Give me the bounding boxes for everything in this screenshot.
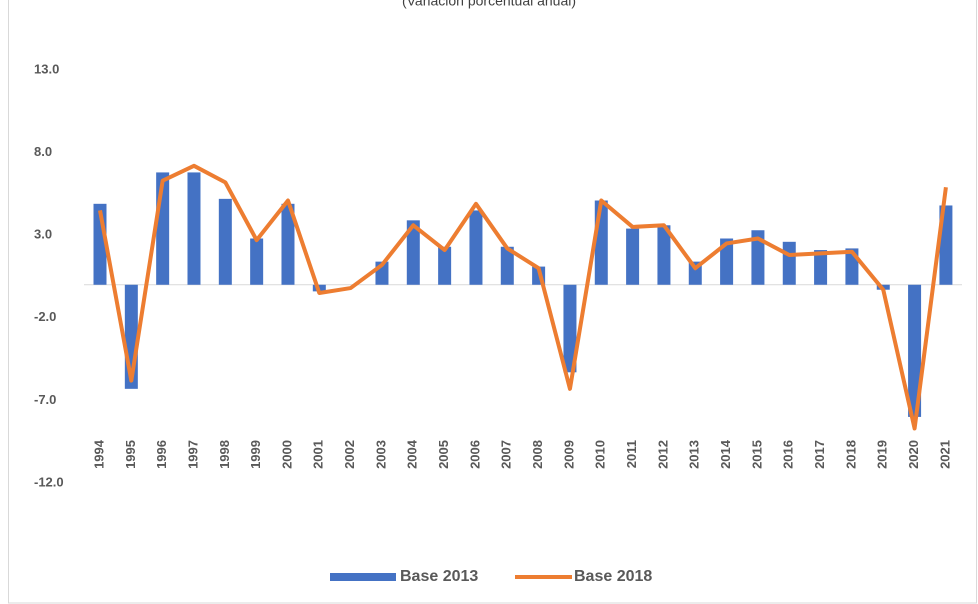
chart-frame [8, 0, 977, 604]
x-tick-label: 2014 [718, 439, 733, 469]
y-tick-label: -2.0 [34, 309, 56, 324]
x-tick-label: 2007 [499, 440, 514, 469]
bar [250, 238, 264, 285]
bar [469, 210, 483, 285]
y-tick-label: 3.0 [34, 227, 52, 242]
bar [626, 228, 640, 285]
x-tick-label: 2021 [937, 440, 952, 469]
x-tick-label: 2004 [405, 439, 420, 469]
x-tick-label: 2011 [624, 440, 639, 468]
x-tick-label: 1994 [91, 439, 106, 469]
x-tick-label: 2009 [561, 440, 576, 469]
x-tick-label: 1997 [185, 440, 200, 469]
x-tick-label: 2020 [906, 440, 921, 469]
x-tick-label: 1998 [217, 440, 232, 469]
chart-subtitle: (Variación porcentual anual) [402, 0, 576, 9]
x-tick-label: 2015 [749, 440, 764, 469]
x-tick-label: 2005 [436, 440, 451, 469]
x-tick-label: 2000 [279, 440, 294, 469]
legend-swatch [330, 573, 396, 581]
x-tick-label: 2003 [373, 440, 388, 469]
y-tick-label: 13.0 [34, 61, 59, 76]
x-tick-label: 2008 [530, 440, 545, 469]
bar [751, 230, 765, 285]
bar [406, 220, 420, 285]
bar [594, 200, 608, 285]
x-tick-label: 2012 [655, 440, 670, 469]
bar [908, 284, 922, 417]
bar [720, 238, 734, 285]
x-tick-label: 2001 [311, 440, 326, 469]
bar [563, 284, 577, 373]
x-tick-label: 2018 [843, 440, 858, 469]
x-tick-label: 2013 [687, 440, 702, 469]
x-tick-label: 1996 [154, 440, 169, 469]
x-tick-label: 2006 [467, 440, 482, 469]
y-tick-label: -7.0 [34, 392, 56, 407]
line [98, 163, 948, 431]
x-tick-label: 2016 [781, 440, 796, 469]
bar [500, 246, 514, 285]
x-tick-label: 2019 [875, 440, 890, 469]
y-tick-label: 8.0 [34, 144, 52, 159]
bar [218, 198, 232, 285]
x-tick-label: 1999 [248, 440, 263, 469]
x-tick-label: 1995 [123, 440, 138, 469]
bar [438, 246, 452, 285]
x-tick-label: 2017 [812, 440, 827, 469]
y-tick-label: -12.0 [34, 474, 64, 489]
bar [657, 225, 671, 285]
bar [187, 172, 201, 285]
legend-label: Base 2013 [400, 568, 478, 585]
x-tick-label: 2010 [593, 440, 608, 469]
x-tick-label: 2002 [342, 440, 357, 469]
bar [782, 241, 796, 285]
bar [281, 203, 295, 285]
bar [814, 250, 828, 285]
legend-label: Base 2018 [574, 568, 652, 585]
